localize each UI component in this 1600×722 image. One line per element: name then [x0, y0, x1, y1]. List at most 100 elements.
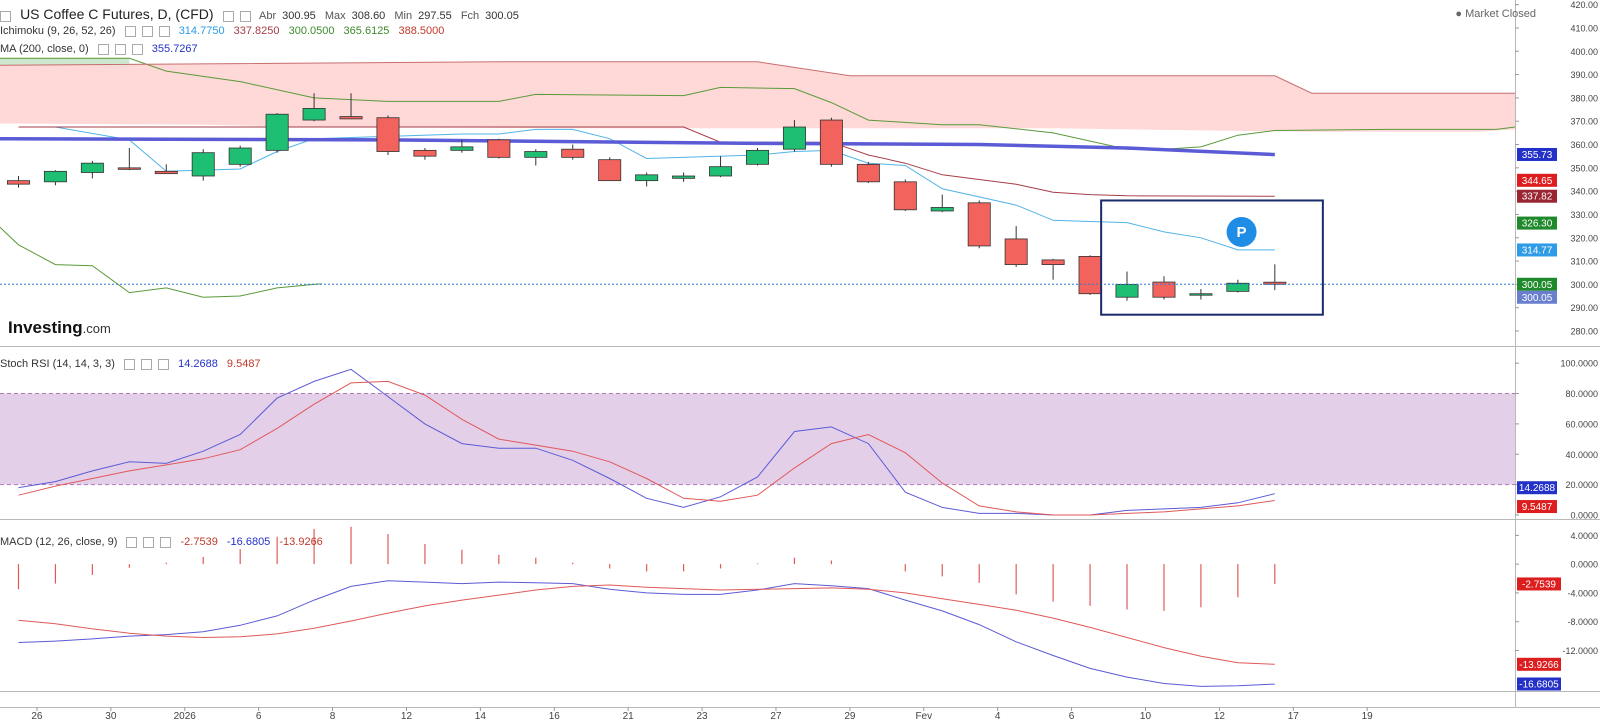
x-tick-label: 16 — [549, 711, 561, 722]
candle-body — [43, 170, 67, 183]
candle-18 — [672, 172, 696, 182]
candle-4 — [154, 164, 178, 175]
candle-33 — [1226, 279, 1250, 293]
open-value: 300.95 — [282, 10, 316, 22]
price-axis-badge-label: 326.30 — [1522, 219, 1553, 230]
candle-34 — [1263, 264, 1287, 291]
candle-28 — [1041, 258, 1065, 280]
x-tick-label: 8 — [330, 711, 336, 722]
close-icon[interactable] — [158, 25, 170, 37]
stoch-d-value: 9.5487 — [226, 358, 261, 370]
x-tick-label: 12 — [1214, 711, 1226, 722]
close-icon[interactable] — [131, 43, 143, 55]
ichimoku-tenkan-value: 314.7750 — [178, 25, 225, 37]
candle-body — [154, 170, 178, 175]
brand-name: Investing — [8, 318, 83, 337]
price-axis-badge-label: 300.05 — [1522, 293, 1553, 304]
candle-body — [1226, 282, 1250, 292]
candle-20 — [746, 148, 769, 166]
stoch-tick-label: 60.0000 — [1565, 419, 1598, 429]
symbol-title: US Coffee C Futures, D, (CFD) — [20, 6, 214, 22]
collapse-icon[interactable] — [0, 10, 11, 22]
senkou-span-a-line — [0, 57, 1516, 150]
stoch-axis-badge-label: 9.5487 — [1522, 502, 1553, 513]
close-icon[interactable] — [239, 10, 251, 22]
chikou-span-line — [0, 226, 322, 298]
candle-body — [339, 116, 363, 120]
candle-5 — [191, 149, 215, 181]
price-axis-badge — [1517, 243, 1557, 257]
price-axis-badge — [1517, 277, 1557, 291]
stoch-d-line — [18, 380, 1275, 516]
stoch-label: Stoch RSI (14, 14, 3, 3) — [0, 358, 115, 370]
price-tick-label: 420.00 — [1570, 0, 1598, 10]
ichimoku-cloud-green — [0, 58, 130, 66]
macd-tick-label: 4.0000 — [1570, 531, 1598, 541]
stoch-tick-label: 80.0000 — [1565, 389, 1598, 399]
price-tick-label: 360.00 — [1570, 140, 1598, 150]
candle-9 — [339, 93, 363, 120]
close-label: Fch — [460, 10, 480, 22]
candle-6 — [228, 145, 252, 167]
price-tick-label: 400.00 — [1570, 47, 1598, 57]
candle-3 — [117, 148, 141, 171]
stoch-tick-label: 0.0000 — [1570, 510, 1598, 520]
price-axis-badge — [1517, 189, 1557, 203]
macd-signal-value: -13.9266 — [279, 536, 323, 548]
candle-24 — [893, 179, 917, 211]
eye-icon[interactable] — [124, 358, 136, 370]
eye-icon[interactable] — [124, 25, 136, 37]
candle-1 — [43, 170, 67, 186]
candle-body — [524, 151, 548, 158]
settings-icon[interactable] — [114, 43, 126, 55]
candle-body — [487, 139, 511, 158]
settings-icon[interactable] — [143, 536, 155, 548]
eye-icon[interactable] — [97, 43, 109, 55]
stoch-k-value: 14.2688 — [178, 358, 218, 370]
x-tick-label: 29 — [844, 711, 856, 722]
candle-body — [819, 119, 843, 165]
candle-body — [782, 126, 806, 150]
x-tick-label: 14 — [475, 711, 487, 722]
candle-19 — [709, 156, 733, 178]
x-tick-label: Fev — [915, 711, 932, 722]
macd-axis-badge-label: -16.6805 — [1519, 680, 1559, 691]
candle-15 — [561, 144, 585, 160]
senkou-span-b-line — [0, 61, 1515, 94]
ma-legend: MA (200, close, 0) 355.7267 — [0, 43, 204, 55]
ichimoku-cloud — [0, 61, 1515, 132]
stoch-tick-label: 100.0000 — [1560, 359, 1598, 369]
close-icon[interactable] — [158, 358, 170, 370]
candle-32 — [1189, 289, 1213, 300]
macd-tick-label: -4.0000 — [1567, 588, 1598, 598]
ichimoku-span-b-value: 388.5000 — [398, 25, 445, 37]
macd-tick-label: -12.0000 — [1562, 646, 1598, 656]
settings-icon[interactable] — [141, 358, 153, 370]
x-tick-label: 6 — [256, 711, 262, 722]
price-tick-label: 300.00 — [1570, 280, 1598, 290]
x-tick-label: 4 — [995, 711, 1001, 722]
candle-body — [893, 181, 917, 211]
candle-29 — [1078, 255, 1102, 295]
close-value: 300.05 — [485, 10, 519, 22]
price-axis-badge-label: 314.77 — [1522, 245, 1553, 256]
close-icon[interactable] — [160, 536, 172, 548]
eye-icon[interactable] — [126, 536, 138, 548]
candle-13 — [487, 138, 511, 159]
candle-body — [1152, 281, 1176, 298]
candle-body — [746, 149, 769, 165]
investing-logo: Investing.com — [8, 318, 111, 338]
price-axis-badge-label: 337.82 — [1522, 192, 1553, 203]
x-tick-label: 6 — [1069, 711, 1075, 722]
candle-body — [1115, 283, 1139, 298]
settings-icon[interactable] — [222, 10, 234, 22]
candle-14 — [524, 149, 548, 166]
candle-8 — [302, 93, 326, 122]
main-header: US Coffee C Futures, D, (CFD) Abr 300.95 … — [0, 6, 525, 22]
candle-7 — [265, 113, 289, 153]
settings-icon[interactable] — [141, 25, 153, 37]
candle-31 — [1152, 276, 1176, 300]
pivot-badge-label: P — [1237, 224, 1247, 241]
x-tick-label: 12 — [401, 711, 413, 722]
